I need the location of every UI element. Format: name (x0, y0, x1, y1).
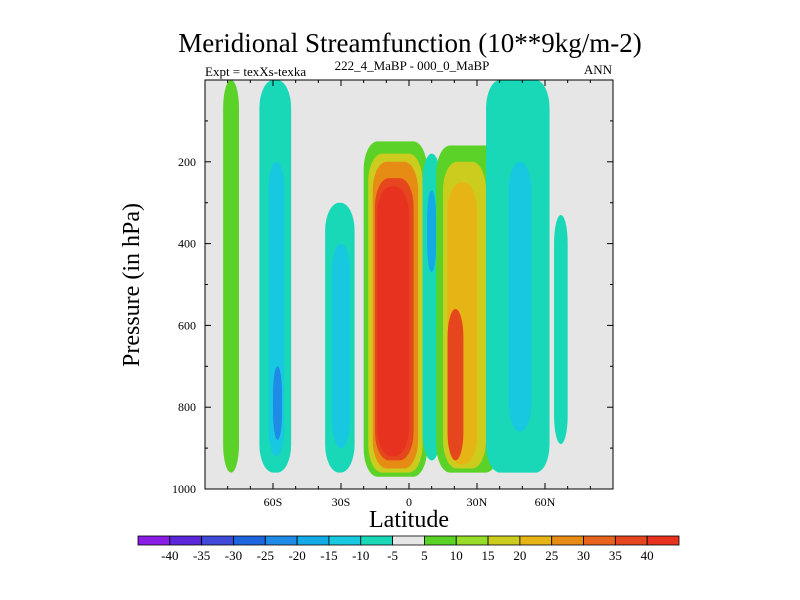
contour-region-10 (377, 186, 409, 457)
colorbar-label: -30 (225, 548, 242, 563)
contour-regions (223, 80, 568, 477)
colorbar-swatch (392, 535, 425, 546)
colorbar-label: 35 (609, 548, 622, 563)
colorbar-swatch (201, 535, 234, 546)
chart-subtitle-left: Expt = texXs-texka (205, 64, 306, 79)
colorbar-swatch (360, 535, 393, 546)
contour-region-12 (427, 190, 437, 273)
contour-region-18 (508, 161, 532, 432)
colorbar-label: -25 (257, 548, 274, 563)
x-axis-label: Latitude (369, 507, 449, 533)
colorbar-label: 15 (482, 548, 495, 563)
colorbar-swatch (424, 535, 457, 546)
chart-subtitle-center: 222_4_MaBP - 000_0_MaBP (335, 58, 490, 73)
colorbar-label: 5 (421, 548, 428, 563)
colorbar-label: 40 (641, 548, 654, 563)
x-tick-label: 30S (332, 495, 351, 509)
chart-subtitle-right: ANN (584, 62, 613, 77)
contour-region-0 (223, 80, 239, 473)
colorbar-swatch (455, 535, 489, 546)
colorbar-label: -40 (161, 548, 178, 563)
x-tick-label: 60S (264, 495, 283, 509)
colorbar-swatch (169, 535, 203, 546)
colorbar-label: 20 (513, 548, 526, 563)
y-tick-label: 600 (178, 318, 196, 332)
y-tick-label: 400 (178, 237, 196, 251)
y-tick-label: 800 (178, 400, 196, 414)
x-tick-label: 60N (535, 495, 556, 509)
y-tick-label: 200 (178, 155, 196, 169)
colorbar-swatch (551, 535, 584, 546)
chart-title: Meridional Streamfunction (10**9kg/m-2) (178, 28, 641, 58)
colorbar-label: -5 (387, 548, 398, 563)
colorbar: -40 -35 -30 -25 -20 -15 -10 -5 5 10 15 20 25 30 35 40 (137, 535, 680, 563)
colorbar-swatch (137, 535, 171, 546)
colorbar-swatch (614, 535, 648, 546)
colorbar-swatch (646, 535, 680, 546)
colorbar-label: 10 (450, 548, 463, 563)
colorbar-label: -10 (352, 548, 369, 563)
x-tick-label: 30N (467, 495, 488, 509)
colorbar-swatch (583, 535, 616, 546)
contour-region-5 (331, 243, 351, 449)
y-tick-label: 1000 (172, 482, 196, 496)
colorbar-label: 25 (545, 548, 558, 563)
contour-region-3 (273, 366, 283, 440)
y-axis-label: Pressure (in hPa) (119, 203, 145, 367)
colorbar-swatch (328, 535, 362, 546)
colorbar-swatch (519, 535, 553, 546)
colorbar-label: -35 (193, 548, 210, 563)
axis-ticks: 60S 30S 0 30N 60N 200 400 600 800 1000 (172, 80, 613, 509)
colorbar-swatch (296, 535, 330, 546)
contour-region-16 (447, 309, 464, 461)
colorbar-label: -20 (288, 548, 305, 563)
colorbar-label: -15 (320, 548, 337, 563)
colorbar-swatch (233, 535, 266, 546)
x-tick-label: 0 (406, 495, 412, 509)
colorbar-label: 30 (577, 548, 590, 563)
contour-region-19 (554, 214, 568, 445)
colorbar-swatch (264, 535, 298, 546)
colorbar-swatch (487, 535, 521, 546)
